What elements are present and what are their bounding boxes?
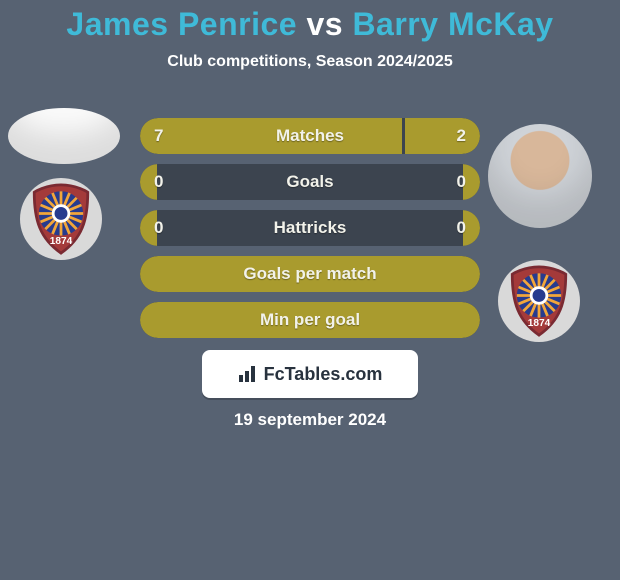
stat-label: Min per goal	[140, 302, 480, 338]
player2-name: Barry McKay	[352, 6, 553, 42]
stat-label: Goals	[140, 164, 480, 200]
player1-crest: 1874	[20, 178, 102, 260]
stat-row-hattricks: 00Hattricks	[140, 210, 480, 246]
player1-avatar	[8, 108, 120, 164]
stat-bars: 72Matches 00Goals 00Hattricks Goals per mat…	[140, 118, 480, 348]
title-vs: vs	[297, 6, 352, 42]
brand-badge: FcTables.com	[202, 350, 418, 398]
stat-row-matches: 72Matches	[140, 118, 480, 154]
svg-text:1874: 1874	[50, 236, 73, 247]
stat-row-goals: 00Goals	[140, 164, 480, 200]
player2-crest: 1874	[498, 260, 580, 342]
comparison-title: James Penrice vs Barry McKay	[0, 0, 620, 43]
subtitle: Club competitions, Season 2024/2025	[0, 53, 620, 71]
bars-icon	[238, 365, 258, 383]
stat-label: Goals per match	[140, 256, 480, 292]
svg-text:1874: 1874	[528, 318, 551, 329]
stat-label: Hattricks	[140, 210, 480, 246]
stat-row-min-per-goal: Min per goal	[140, 302, 480, 338]
snapshot-date: 19 september 2024	[0, 410, 620, 430]
stat-label: Matches	[140, 118, 480, 154]
player1-name: James Penrice	[66, 6, 297, 42]
stat-row-goals-per-match: Goals per match	[140, 256, 480, 292]
player2-avatar	[488, 124, 592, 228]
brand-text: FcTables.com	[264, 364, 383, 385]
